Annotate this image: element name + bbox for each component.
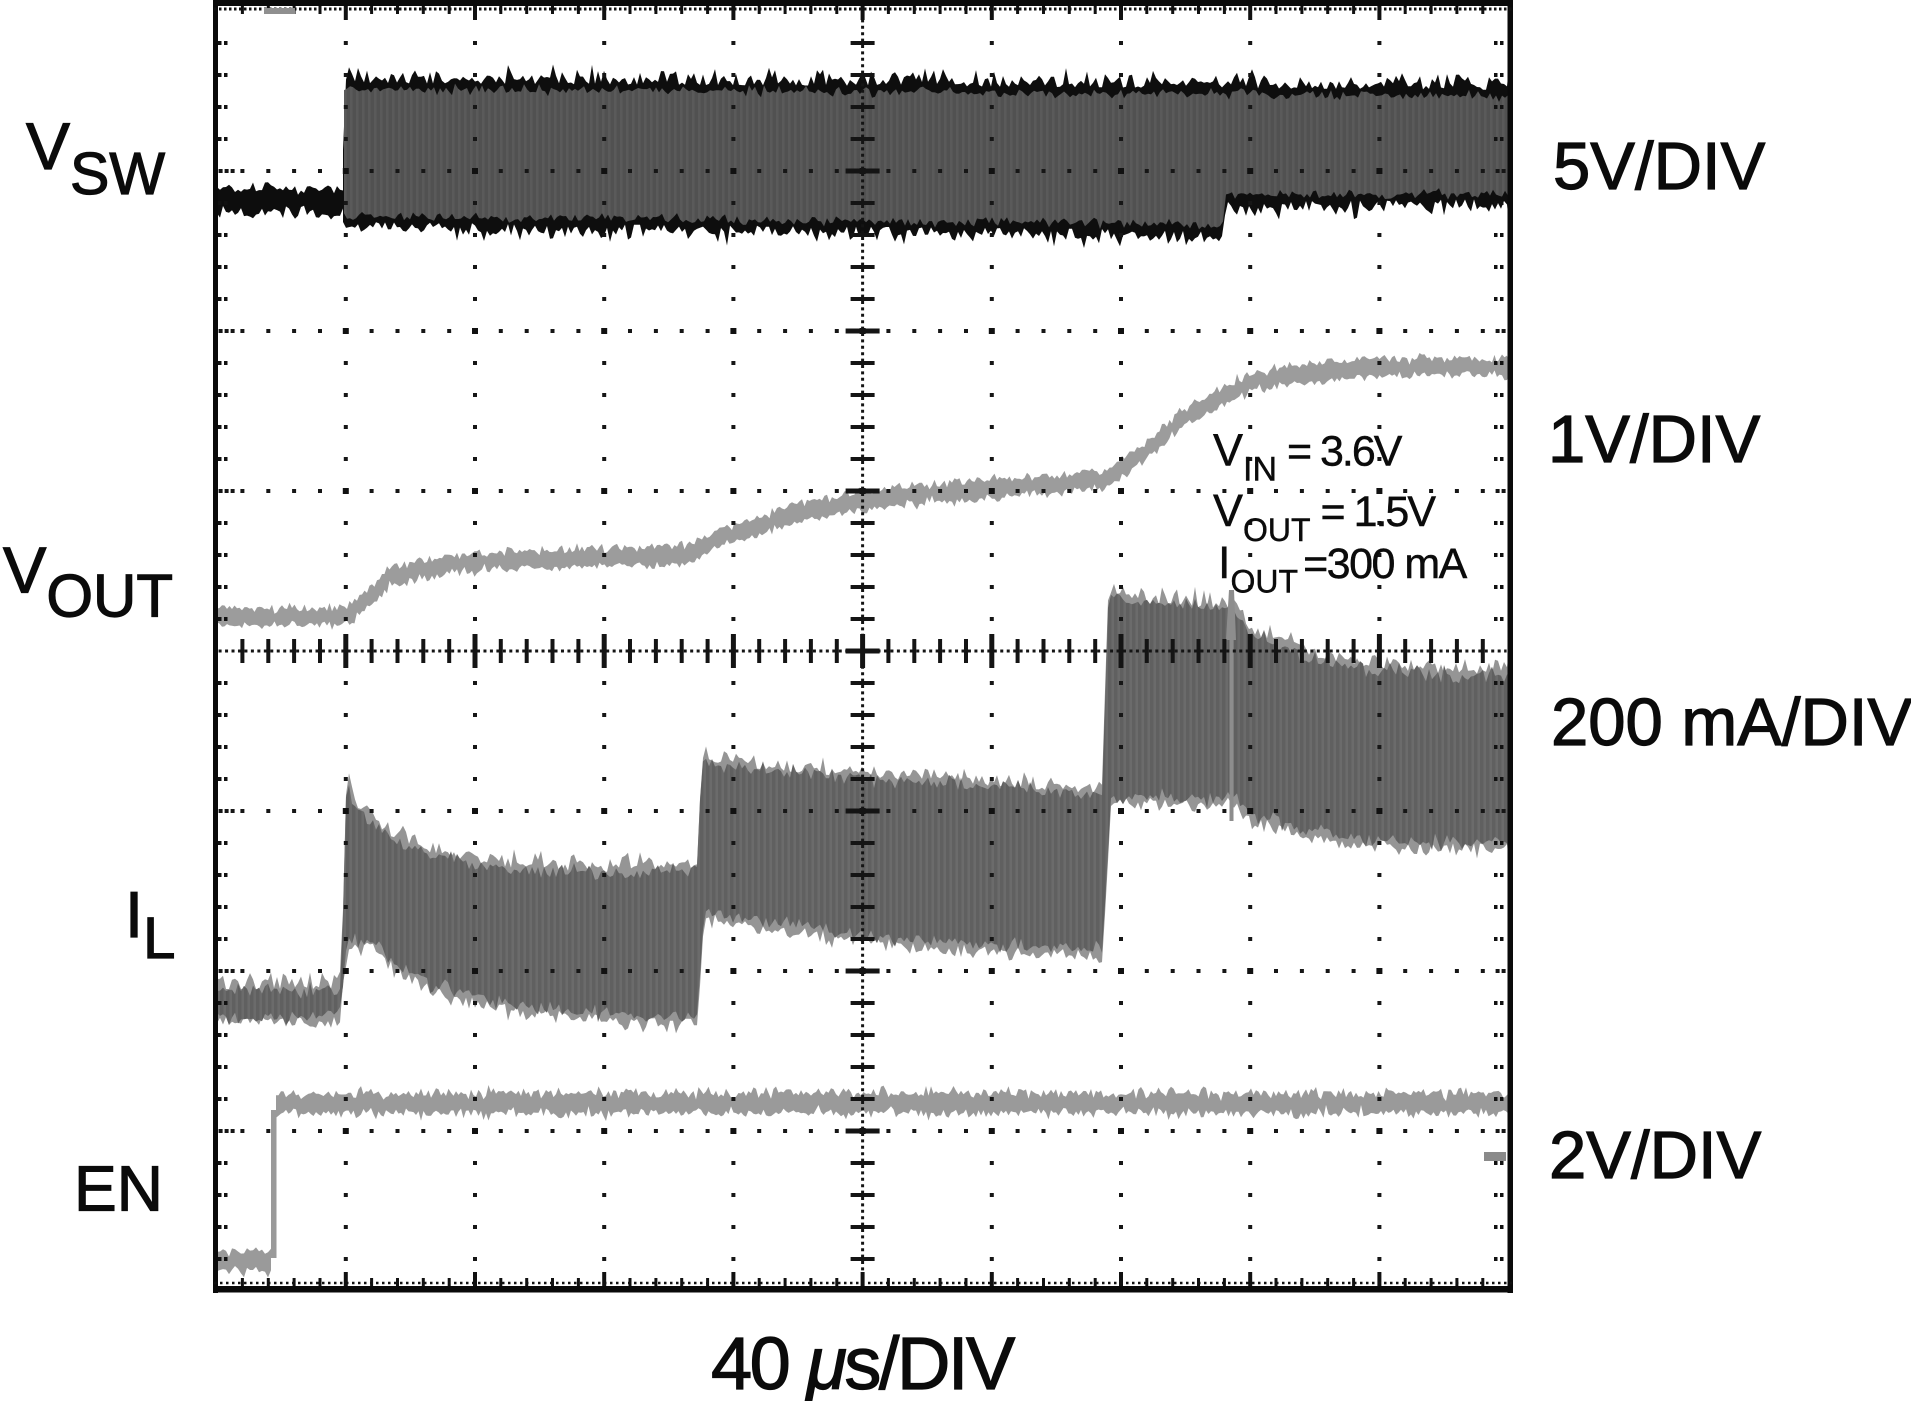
svg-text:5V/DIV: 5V/DIV [1553,129,1766,204]
svg-text:VOUT: VOUT [3,534,173,630]
svg-text:EN: EN [74,1153,163,1225]
svg-text:2V/DIV: 2V/DIV [1549,1118,1762,1193]
svg-text:200 mA/DIV: 200 mA/DIV [1551,685,1911,760]
svg-text:40 μs/DIV: 40 μs/DIV [711,1322,1016,1401]
svg-text:1V/DIV: 1V/DIV [1548,402,1761,477]
